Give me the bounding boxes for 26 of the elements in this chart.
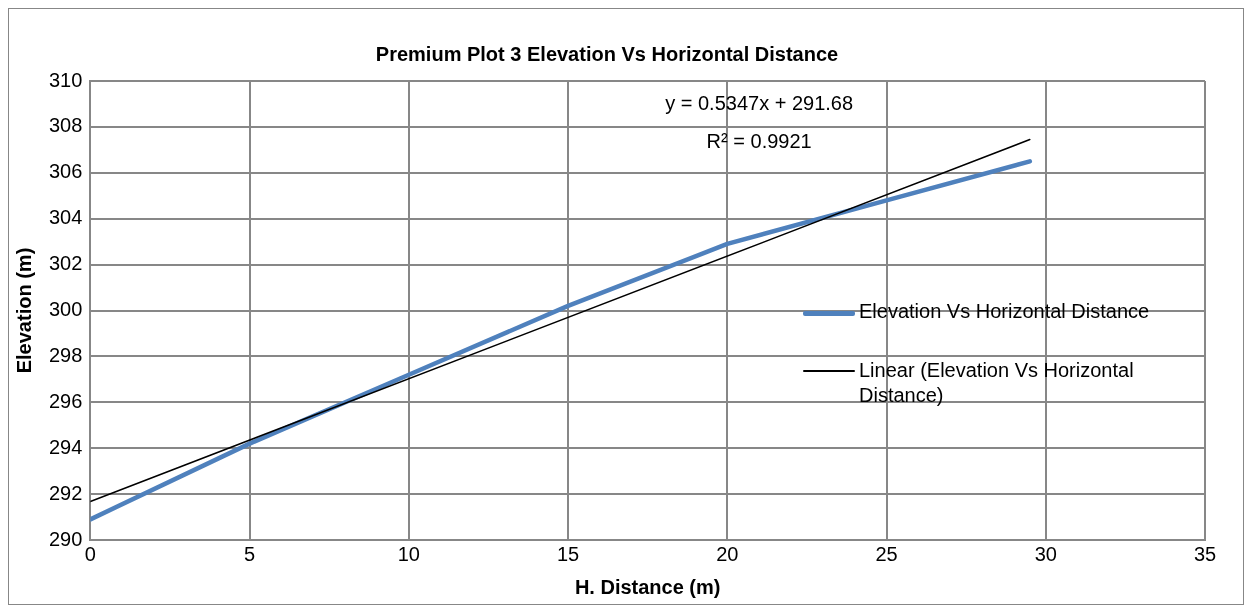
y-tick-label: 302 — [48, 252, 83, 275]
chart-title: Premium Plot 3 Elevation Vs Horizontal Distance — [375, 42, 839, 65]
x-tick-label: 10 — [397, 542, 420, 565]
y-tick-label: 304 — [48, 206, 83, 229]
legend-label: Elevation Vs Horizontal Distance — [859, 299, 1151, 324]
x-tick-label: 0 — [84, 542, 96, 565]
y-tick-label: 292 — [48, 481, 83, 504]
y-tick-label: 306 — [48, 160, 83, 183]
y-tick-label: 290 — [48, 527, 83, 550]
x-tick-label: 35 — [1193, 542, 1217, 565]
y-tick-label: 294 — [48, 435, 83, 458]
y-tick-label: 298 — [48, 343, 83, 366]
x-tick-label: 5 — [244, 542, 256, 565]
x-tick-label: 15 — [556, 542, 580, 565]
x-tick-label: 25 — [875, 542, 898, 565]
y-tick-label: 310 — [48, 68, 83, 91]
x-axis-title: H. Distance (m) — [574, 575, 721, 598]
annotation: y = 0.5347x + 291.68 — [665, 91, 854, 114]
annotation: R² = 0.9921 — [706, 129, 812, 152]
legend-label: Linear (Elevation Vs Horizontal Distance) — [859, 358, 1135, 408]
x-tick-label: 20 — [716, 542, 739, 565]
x-tick-label: 30 — [1034, 542, 1057, 565]
y-tick-label: 296 — [48, 389, 83, 412]
y-tick-label: 300 — [48, 298, 83, 321]
y-axis-title: Elevation (m) — [12, 247, 35, 374]
y-tick-label: 308 — [48, 114, 83, 137]
